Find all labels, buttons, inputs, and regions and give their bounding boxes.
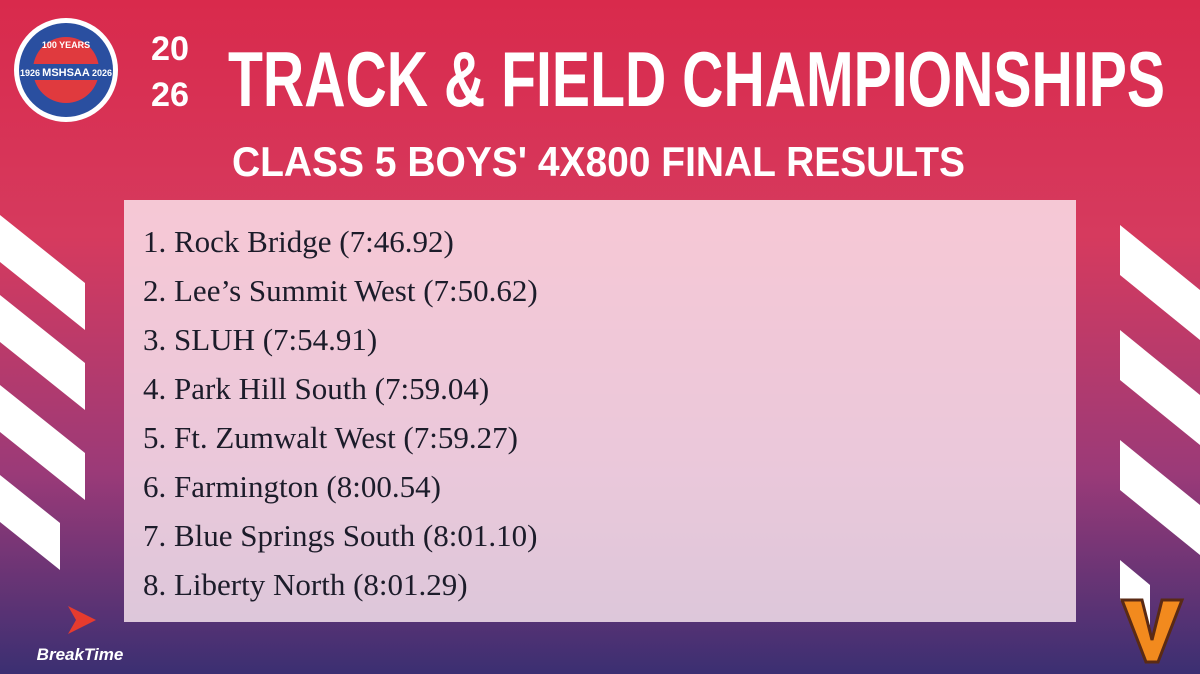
title: TRACK & FIELD CHAMPIONSHIPS [228,35,1165,123]
sponsor: BreakTime [37,645,124,664]
result-item: 2. Lee’s Summit West (7:50.62) [143,273,538,308]
result-item: 5. Ft. Zumwalt West (7:59.27) [143,420,518,455]
logo-top: 100 YEARS [42,40,90,50]
result-item: 7. Blue Springs South (8:01.10) [143,518,537,553]
subtitle: CLASS 5 BOYS' 4X800 FINAL RESULTS [232,138,965,185]
logo-year: 2026 [92,68,112,78]
left-stripes [0,215,85,570]
result-item: 4. Park Hill South (7:59.04) [143,371,489,406]
mshsaa-logo: 100 YEARS 1926 2026 MSHSAA [14,18,118,122]
result-item: 8. Liberty North (8:01.29) [143,567,468,602]
right-stripes [1120,225,1200,625]
logo-year: 1926 [20,68,40,78]
result-item: 3. SLUH (7:54.91) [143,322,377,357]
sponsor-logo: BreakTime [37,606,124,664]
result-item: 6. Farmington (8:00.54) [143,469,441,504]
results-panel [124,200,1076,622]
school-logo [1119,598,1185,664]
logo-name: MSHSAA [42,67,90,79]
result-item: 1. Rock Bridge (7:46.92) [143,224,454,259]
year-top: 20 [151,30,189,68]
year-bottom: 26 [151,76,189,114]
results-list: 1. Rock Bridge (7:46.92) 2. Lee’s Summit … [143,224,538,602]
